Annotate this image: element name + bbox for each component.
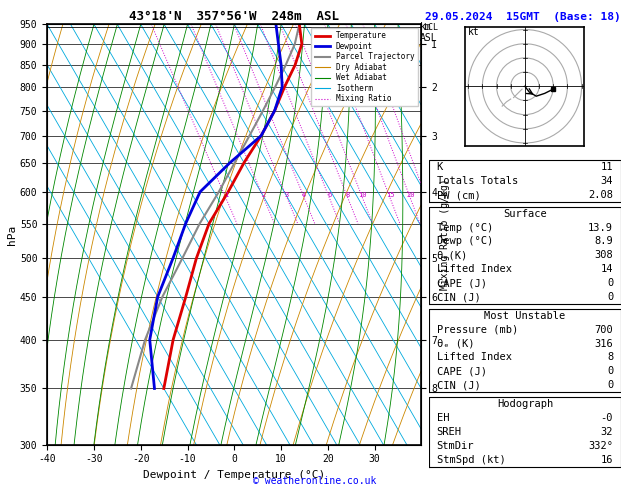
Text: StmSpd (kt): StmSpd (kt) xyxy=(437,454,506,465)
Legend: Temperature, Dewpoint, Parcel Trajectory, Dry Adiabat, Wet Adiabat, Isotherm, Mi: Temperature, Dewpoint, Parcel Trajectory… xyxy=(311,28,418,106)
X-axis label: Dewpoint / Temperature (°C): Dewpoint / Temperature (°C) xyxy=(143,470,325,480)
Text: 29.05.2024  15GMT  (Base: 18): 29.05.2024 15GMT (Base: 18) xyxy=(425,12,620,22)
Text: Surface: Surface xyxy=(503,208,547,219)
Text: km
ASL: km ASL xyxy=(420,22,438,43)
Text: 6: 6 xyxy=(327,192,331,198)
Text: 8: 8 xyxy=(607,352,613,363)
Text: StmDir: StmDir xyxy=(437,440,474,451)
Text: 0: 0 xyxy=(607,366,613,377)
Text: CAPE (J): CAPE (J) xyxy=(437,366,487,377)
Text: 8.9: 8.9 xyxy=(594,237,613,246)
Text: 10: 10 xyxy=(359,192,367,198)
Text: EH: EH xyxy=(437,413,449,423)
Text: Pressure (mb): Pressure (mb) xyxy=(437,325,518,334)
Text: 0: 0 xyxy=(607,278,613,288)
Text: 332°: 332° xyxy=(588,440,613,451)
Text: 15: 15 xyxy=(386,192,394,198)
Text: Totals Totals: Totals Totals xyxy=(437,176,518,187)
Text: 2: 2 xyxy=(262,192,266,198)
Text: Temp (°C): Temp (°C) xyxy=(437,223,493,232)
Text: 4: 4 xyxy=(302,192,306,198)
Text: 1: 1 xyxy=(224,192,228,198)
Text: 308: 308 xyxy=(594,250,613,260)
Text: SREH: SREH xyxy=(437,427,462,436)
Text: 32: 32 xyxy=(601,427,613,436)
Text: 2.08: 2.08 xyxy=(588,191,613,200)
Text: LCL: LCL xyxy=(423,23,438,32)
Text: Lifted Index: Lifted Index xyxy=(437,352,511,363)
Text: Hodograph: Hodograph xyxy=(497,399,553,409)
Text: 316: 316 xyxy=(594,339,613,348)
Text: θₑ(K): θₑ(K) xyxy=(437,250,468,260)
Text: 13.9: 13.9 xyxy=(588,223,613,232)
Text: 0: 0 xyxy=(607,381,613,390)
Text: CIN (J): CIN (J) xyxy=(437,293,481,302)
Text: CIN (J): CIN (J) xyxy=(437,381,481,390)
Text: -0: -0 xyxy=(601,413,613,423)
Text: Lifted Index: Lifted Index xyxy=(437,264,511,275)
Text: K: K xyxy=(437,162,443,173)
Text: 0: 0 xyxy=(607,293,613,302)
Text: 14: 14 xyxy=(601,264,613,275)
Y-axis label: hPa: hPa xyxy=(7,225,17,244)
Text: θₑ (K): θₑ (K) xyxy=(437,339,474,348)
Text: Most Unstable: Most Unstable xyxy=(484,311,565,321)
Text: 3: 3 xyxy=(285,192,289,198)
Title: 43°18'N  357°56'W  248m  ASL: 43°18'N 357°56'W 248m ASL xyxy=(130,10,339,23)
Text: 34: 34 xyxy=(601,176,613,187)
Text: 16: 16 xyxy=(601,454,613,465)
Text: PW (cm): PW (cm) xyxy=(437,191,481,200)
Text: © weatheronline.co.uk: © weatheronline.co.uk xyxy=(253,476,376,486)
Text: 11: 11 xyxy=(601,162,613,173)
Text: Dewp (°C): Dewp (°C) xyxy=(437,237,493,246)
Text: CAPE (J): CAPE (J) xyxy=(437,278,487,288)
Text: 700: 700 xyxy=(594,325,613,334)
Text: kt: kt xyxy=(468,27,480,37)
Text: 8: 8 xyxy=(346,192,350,198)
Text: 20: 20 xyxy=(406,192,415,198)
Y-axis label: Mixing Ratio (g/kg): Mixing Ratio (g/kg) xyxy=(440,179,450,290)
